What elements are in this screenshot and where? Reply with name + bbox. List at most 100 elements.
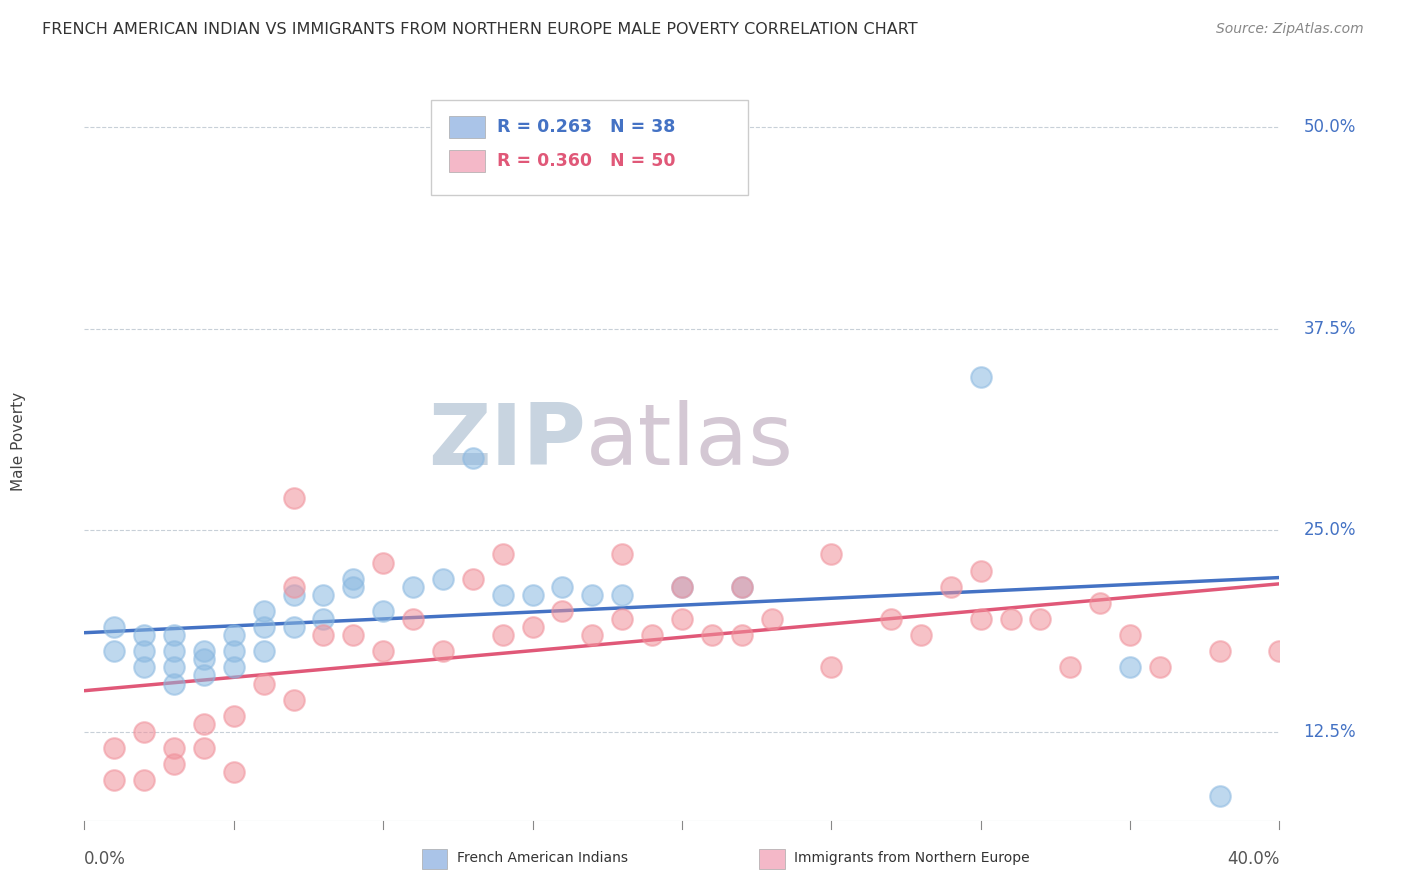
Point [222, 660, 245, 674]
Point [970, 612, 993, 626]
Point [880, 612, 903, 626]
Point [193, 644, 215, 658]
Point [103, 620, 125, 634]
Point [492, 548, 515, 562]
Point [461, 572, 484, 586]
Point [312, 612, 335, 626]
Point [103, 644, 125, 658]
Point [222, 628, 245, 642]
Point [193, 716, 215, 731]
Point [283, 580, 305, 594]
Point [1209, 789, 1232, 804]
Point [492, 588, 515, 602]
Point [761, 612, 783, 626]
FancyBboxPatch shape [449, 116, 485, 138]
Text: FRENCH AMERICAN INDIAN VS IMMIGRANTS FROM NORTHERN EUROPE MALE POVERTY CORRELATI: FRENCH AMERICAN INDIAN VS IMMIGRANTS FRO… [42, 22, 918, 37]
Point [522, 620, 544, 634]
Point [551, 604, 574, 618]
Point [132, 644, 156, 658]
Point [671, 612, 693, 626]
Point [612, 612, 634, 626]
Point [939, 580, 962, 594]
Point [283, 588, 305, 602]
Text: R = 0.263   N = 38: R = 0.263 N = 38 [496, 118, 675, 136]
Point [461, 450, 484, 465]
Point [581, 628, 603, 642]
Text: 0.0%: 0.0% [84, 850, 127, 868]
Point [641, 628, 664, 642]
Text: 37.5%: 37.5% [1303, 319, 1355, 337]
Point [1149, 660, 1171, 674]
Point [342, 580, 364, 594]
Point [581, 588, 603, 602]
Point [193, 652, 215, 666]
Text: R = 0.360   N = 50: R = 0.360 N = 50 [496, 152, 675, 170]
Point [551, 580, 574, 594]
Point [163, 644, 186, 658]
Point [253, 620, 276, 634]
Point [283, 692, 305, 706]
Point [222, 644, 245, 658]
Point [103, 741, 125, 756]
Text: atlas: atlas [586, 400, 794, 483]
Point [283, 491, 305, 505]
Text: Immigrants from Northern Europe: Immigrants from Northern Europe [794, 851, 1031, 865]
Text: 50.0%: 50.0% [1303, 118, 1355, 136]
Point [163, 676, 186, 690]
Point [132, 773, 156, 788]
Text: Male Poverty: Male Poverty [11, 392, 27, 491]
Point [1268, 644, 1291, 658]
Point [432, 572, 454, 586]
Point [163, 660, 186, 674]
Point [312, 588, 335, 602]
Point [253, 644, 276, 658]
FancyBboxPatch shape [449, 150, 485, 172]
Point [342, 572, 364, 586]
Point [193, 741, 215, 756]
Point [970, 370, 993, 384]
Point [731, 628, 754, 642]
Point [612, 548, 634, 562]
Point [222, 708, 245, 723]
Text: 25.0%: 25.0% [1303, 521, 1355, 540]
Text: 12.5%: 12.5% [1303, 723, 1355, 741]
Point [163, 628, 186, 642]
Point [163, 741, 186, 756]
Point [312, 628, 335, 642]
Point [132, 628, 156, 642]
Point [342, 628, 364, 642]
Point [970, 564, 993, 578]
Point [1090, 596, 1112, 610]
Point [910, 628, 932, 642]
Point [522, 588, 544, 602]
Point [132, 725, 156, 739]
Point [132, 660, 156, 674]
Point [432, 644, 454, 658]
Point [1119, 628, 1142, 642]
Point [820, 660, 842, 674]
Point [1000, 612, 1022, 626]
Point [402, 612, 425, 626]
Point [253, 676, 276, 690]
Text: ZIP: ZIP [429, 400, 586, 483]
Point [193, 668, 215, 682]
Point [283, 620, 305, 634]
Text: 40.0%: 40.0% [1227, 850, 1279, 868]
Point [163, 757, 186, 772]
Point [402, 580, 425, 594]
Point [700, 628, 723, 642]
FancyBboxPatch shape [432, 101, 748, 195]
Point [373, 604, 395, 618]
Point [253, 604, 276, 618]
Point [1119, 660, 1142, 674]
Text: French American Indians: French American Indians [457, 851, 628, 865]
Point [820, 548, 842, 562]
Text: Source: ZipAtlas.com: Source: ZipAtlas.com [1216, 22, 1364, 37]
Point [1059, 660, 1081, 674]
Point [492, 628, 515, 642]
Point [731, 580, 754, 594]
Point [1209, 644, 1232, 658]
Point [222, 765, 245, 780]
Point [671, 580, 693, 594]
Point [1029, 612, 1052, 626]
